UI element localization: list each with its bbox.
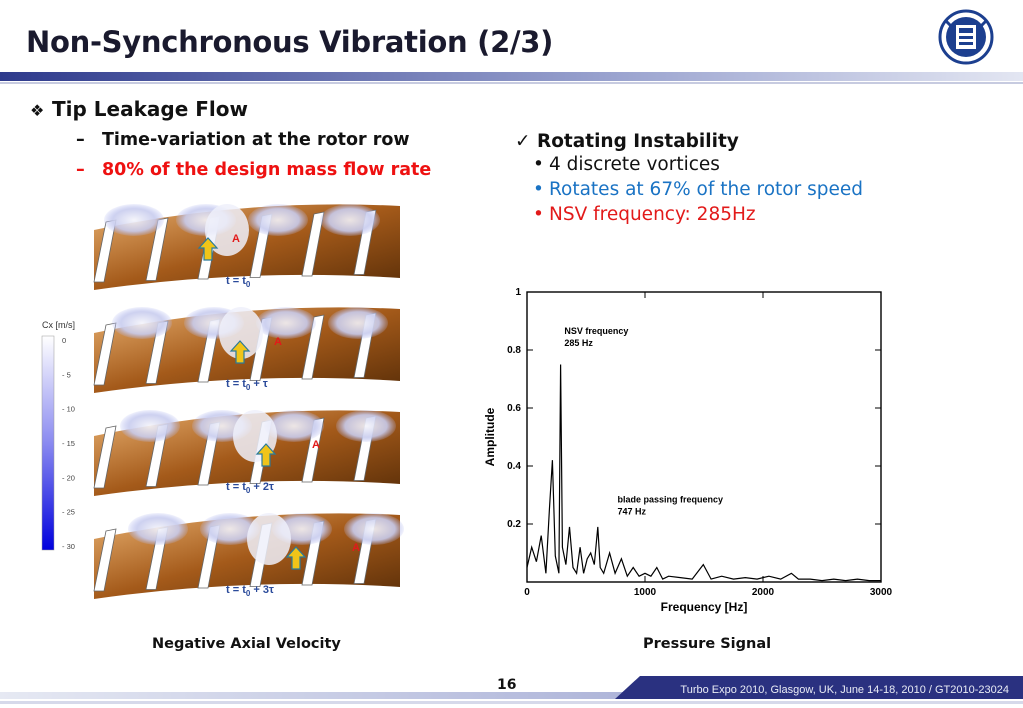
slide-title: Non-Synchronous Vibration (2/3) xyxy=(26,25,554,59)
simulation-frame: At = t0 + τ xyxy=(93,307,400,393)
chart-annotation: blade passing frequency xyxy=(618,494,724,504)
chart-annotation: NSV frequency xyxy=(564,326,628,336)
tip-leakage-vortex xyxy=(247,513,291,565)
footer-citation: Turbo Expo 2010, Glasgow, UK, June 14-18… xyxy=(680,684,1009,696)
page-number: 16 xyxy=(497,677,517,693)
rotating-instability-list: ✓ Rotating Instability • 4 discrete vorti… xyxy=(515,131,863,227)
rotor-blade xyxy=(301,211,325,277)
dash-marker: – xyxy=(76,130,85,150)
x-axis-label: Frequency [Hz] xyxy=(661,600,748,614)
university-seal-logo xyxy=(938,9,994,65)
y-tick-label: 0.2 xyxy=(507,519,521,530)
tip-leakage-heading: ❖ Tip Leakage Flow xyxy=(30,97,248,121)
sub2-text: 80% of the design mass flow rate xyxy=(102,160,432,180)
vortex-cloud xyxy=(112,307,172,339)
x-tick-label: 0 xyxy=(524,587,530,598)
flow-arrow-icon xyxy=(197,237,219,261)
dash-marker: – xyxy=(76,160,85,180)
checkmark-icon: ✓ xyxy=(515,131,531,152)
x-tick-label: 1000 xyxy=(634,587,657,598)
item-text: 4 discrete vortices xyxy=(549,154,720,175)
colorbar-tick-label: - 30 xyxy=(62,542,75,551)
vortex-cloud xyxy=(120,410,180,442)
vortex-cloud xyxy=(256,307,316,339)
frame-time-label: t = t0 xyxy=(226,275,251,289)
vortex-cloud xyxy=(128,513,188,545)
vortex-marker-label: A xyxy=(312,439,320,451)
amplitude-series-line xyxy=(526,364,881,582)
vortex-marker-label: A xyxy=(232,233,240,245)
x-tick-label: 3000 xyxy=(870,587,893,598)
frame-time-label: t = t0 + 3τ xyxy=(226,584,274,598)
simulation-frame: At = t0 + 3τ xyxy=(93,513,404,599)
frame-time-label: t = t0 + 2τ xyxy=(226,481,274,495)
tip-leakage-vortex xyxy=(205,204,249,256)
heading-text: Tip Leakage Flow xyxy=(52,97,248,121)
flow-arrow-icon xyxy=(229,340,251,364)
vortex-marker-label: A xyxy=(274,336,282,348)
y-tick-label: 1 xyxy=(515,287,521,298)
sub-bullet-mass-flow: –80% of the design mass flow rate xyxy=(76,160,431,180)
rhead-text: Rotating Instability xyxy=(536,131,739,152)
bullet-dot: • xyxy=(533,204,544,225)
sub1-text: Time-variation at the rotor row xyxy=(102,130,410,150)
list-item: • Rotates at 67% of the rotor speed xyxy=(533,177,863,202)
vortex-cloud xyxy=(200,513,260,545)
simulation-frame: At = t0 + 2τ xyxy=(93,410,400,496)
diamond-bullet-icon: ❖ xyxy=(30,101,45,120)
vortex-cloud xyxy=(336,410,396,442)
rotating-instability-heading: ✓ Rotating Instability xyxy=(515,131,863,152)
plot-frame xyxy=(526,291,882,583)
tip-leakage-vortex xyxy=(219,307,263,359)
bullet-dot: • xyxy=(533,154,544,175)
colorbar-tick-label: - 5 xyxy=(62,370,71,379)
x-tick-label: 2000 xyxy=(752,587,775,598)
item-text: NSV frequency: 285Hz xyxy=(549,204,756,225)
rotor-blade xyxy=(93,528,117,592)
flow-arrow-icon xyxy=(285,546,307,570)
vortex-cloud xyxy=(320,204,380,236)
rotor-blade xyxy=(145,217,169,281)
colorbar-tick-label: - 10 xyxy=(62,405,75,414)
sub-bullet-time-variation: – Time-variation at the rotor row xyxy=(76,130,410,150)
vortex-cloud xyxy=(248,204,308,236)
simulation-frame: At = t0 xyxy=(93,204,400,290)
flow-arrow-icon xyxy=(255,443,277,467)
list-item: • NSV frequency: 285Hz xyxy=(533,202,863,227)
chart-annotation-value: 747 Hz xyxy=(618,506,647,516)
footer-bar xyxy=(0,676,1023,704)
rotor-blade xyxy=(93,425,117,489)
vortex-cloud xyxy=(104,204,164,236)
header-divider-bar xyxy=(0,72,1023,84)
chart-annotation-value: 285 Hz xyxy=(564,338,593,348)
colorbar-tick-label: - 25 xyxy=(62,508,75,517)
pressure-signal-chart: 0 1000 2000 3000 0.2 0.4 0.6 0.8 1 Frequency [Hz]… xyxy=(483,287,893,614)
vortex-cloud xyxy=(328,307,388,339)
y-tick-label: 0.4 xyxy=(507,461,521,472)
colorbar-title: Cx [m/s] xyxy=(42,320,75,330)
colorbar xyxy=(41,335,55,551)
y-axis-label: Amplitude xyxy=(483,407,497,466)
colorbar-tick-label: - 20 xyxy=(62,473,75,482)
item-text: Rotates at 67% of the rotor speed xyxy=(549,179,863,200)
colorbar-tick-label: 0 xyxy=(62,336,66,345)
figure-caption-left: Negative Axial Velocity xyxy=(152,636,341,652)
y-tick-label: 0.8 xyxy=(507,345,521,356)
tip-leakage-simulation-figure: Cx [m/s] 0 - 5 - 10 - 15 - 20 - 25 - 30 At = t… xyxy=(41,204,404,599)
vortex-marker-label: A xyxy=(352,542,360,554)
list-item: • 4 discrete vortices xyxy=(533,152,863,177)
y-tick-label: 0.6 xyxy=(507,403,521,414)
colorbar-tick-label: - 15 xyxy=(62,439,75,448)
rotor-blade xyxy=(301,314,325,380)
bullet-dot: • xyxy=(533,179,544,200)
figure-caption-right: Pressure Signal xyxy=(643,636,772,652)
frame-time-label: t = t0 + τ xyxy=(226,378,268,392)
vortex-cloud xyxy=(344,513,404,545)
vortex-cloud xyxy=(264,410,324,442)
